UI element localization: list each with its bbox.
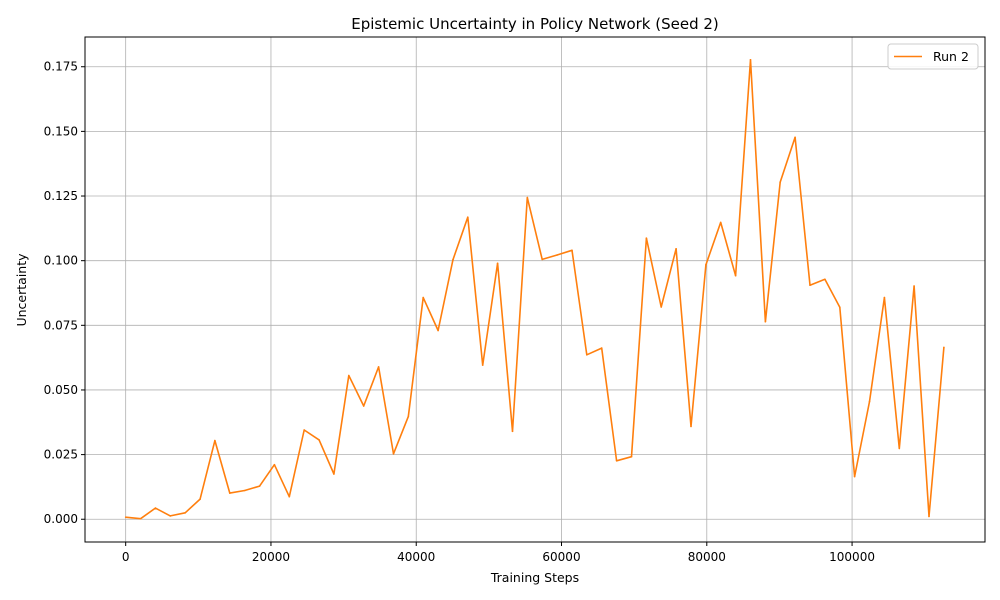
x-axis-label: Training Steps <box>490 570 579 585</box>
data-point <box>764 320 767 323</box>
data-point <box>675 248 677 250</box>
data-point <box>169 515 172 517</box>
x-tick-label: 80000 <box>688 550 726 564</box>
data-point <box>288 495 291 498</box>
series-line-run-2 <box>125 58 945 520</box>
data-point <box>199 498 201 500</box>
y-tick-label: 0.050 <box>44 383 78 397</box>
data-point <box>139 517 142 520</box>
x-tick-label: 60000 <box>542 550 580 564</box>
data-point <box>749 59 752 61</box>
data-point <box>348 374 350 377</box>
y-axis-label: Uncertainty <box>14 253 29 327</box>
data-point <box>467 216 469 218</box>
data-point <box>392 453 395 455</box>
data-point <box>705 264 707 266</box>
data-point <box>586 354 588 356</box>
data-point <box>853 475 856 478</box>
y-tick-label: 0.100 <box>44 254 78 268</box>
x-tick-label: 0 <box>122 550 130 564</box>
axis-ticks: 0 20000 40000 60000 80000 100000 0.000 0.025 0.0… <box>44 60 875 564</box>
data-point <box>913 285 915 287</box>
legend-label-run-2: Run 2 <box>933 49 969 64</box>
data-point <box>898 447 901 450</box>
data-point <box>377 366 380 368</box>
data-point <box>407 415 410 418</box>
data-point <box>303 429 306 431</box>
data-point <box>779 181 781 183</box>
data-point <box>824 278 826 281</box>
x-tick-label: 20000 <box>252 550 290 564</box>
x-tick-label: 40000 <box>397 550 435 564</box>
data-point <box>868 400 871 403</box>
data-point <box>615 460 618 462</box>
axes-frame <box>84 36 986 543</box>
data-point <box>690 425 692 428</box>
data-point <box>184 512 186 514</box>
y-tick-label: 0.025 <box>44 448 78 462</box>
data-point <box>809 284 811 287</box>
chart-title: Epistemic Uncertainty in Policy Network … <box>351 15 719 33</box>
data-point <box>794 136 796 139</box>
data-point <box>154 507 157 509</box>
data-point <box>511 430 514 433</box>
data-point <box>734 274 737 277</box>
data-point <box>318 439 320 441</box>
grid-lines <box>85 37 985 542</box>
data-point <box>883 296 886 299</box>
data-point <box>481 364 484 366</box>
y-tick-label: 0.150 <box>44 124 78 138</box>
data-point <box>571 249 573 252</box>
data-point <box>928 515 930 518</box>
data-point <box>258 485 261 487</box>
data-point <box>362 405 365 407</box>
data-point <box>556 254 558 256</box>
data-point <box>229 492 231 494</box>
legend: Run 2 <box>887 43 979 70</box>
plot-area <box>124 58 945 520</box>
y-tick-label: 0.125 <box>44 189 78 203</box>
data-point <box>630 455 633 458</box>
data-point <box>839 306 841 309</box>
data-point <box>719 221 722 224</box>
data-point <box>333 473 335 475</box>
data-point <box>541 258 543 261</box>
data-point <box>124 516 127 518</box>
data-point <box>437 329 439 332</box>
data-point <box>496 262 499 265</box>
data-point <box>660 306 662 308</box>
y-tick-label: 0.175 <box>44 60 78 74</box>
data-point <box>214 439 216 442</box>
data-point <box>645 237 648 239</box>
data-point <box>526 196 529 199</box>
data-point <box>243 489 246 492</box>
legend-box <box>887 43 979 70</box>
data-point <box>943 346 945 349</box>
x-tick-label: 100000 <box>829 550 875 564</box>
y-tick-label: 0.000 <box>44 512 78 526</box>
data-point <box>422 296 425 299</box>
data-point <box>452 258 454 261</box>
data-point <box>600 347 603 349</box>
y-tick-label: 0.075 <box>44 318 78 332</box>
data-point <box>273 463 276 466</box>
